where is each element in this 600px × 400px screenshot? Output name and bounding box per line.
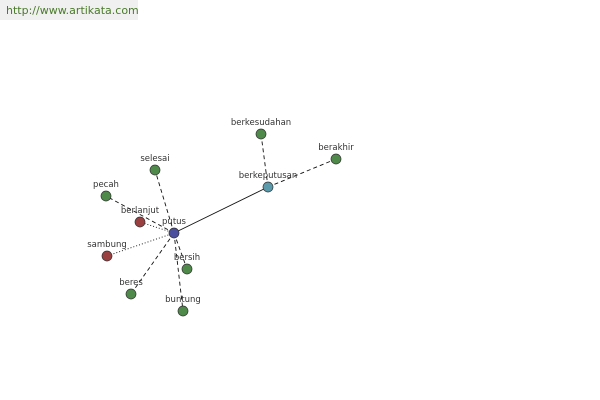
node <box>177 305 189 317</box>
node-label: selesai <box>140 154 169 164</box>
node <box>100 190 112 202</box>
node-label: putus <box>162 217 187 227</box>
node-label: berkeputusan <box>239 171 298 181</box>
edge <box>105 195 175 234</box>
edge <box>267 158 337 188</box>
node-label: berakhir <box>318 143 354 153</box>
edge <box>260 133 269 188</box>
node-label: beres <box>119 278 143 288</box>
node <box>255 128 267 140</box>
node <box>149 164 161 176</box>
edge <box>173 186 269 234</box>
node <box>125 288 137 300</box>
node-label: pecah <box>93 180 119 190</box>
node <box>330 153 342 165</box>
node <box>134 216 146 228</box>
node <box>181 263 193 275</box>
node-label: berkesudahan <box>231 118 291 128</box>
node <box>101 250 113 262</box>
node-label: bersih <box>174 253 200 263</box>
edge <box>130 232 175 295</box>
node-label: berlanjut <box>121 206 160 216</box>
edge <box>173 232 184 312</box>
node <box>262 181 274 193</box>
edge <box>154 169 175 234</box>
site-url: http://www.artikata.com <box>0 0 139 20</box>
edge <box>173 232 188 270</box>
node-label: sambung <box>87 240 126 250</box>
node <box>168 227 180 239</box>
node-label: buntung <box>165 295 201 305</box>
